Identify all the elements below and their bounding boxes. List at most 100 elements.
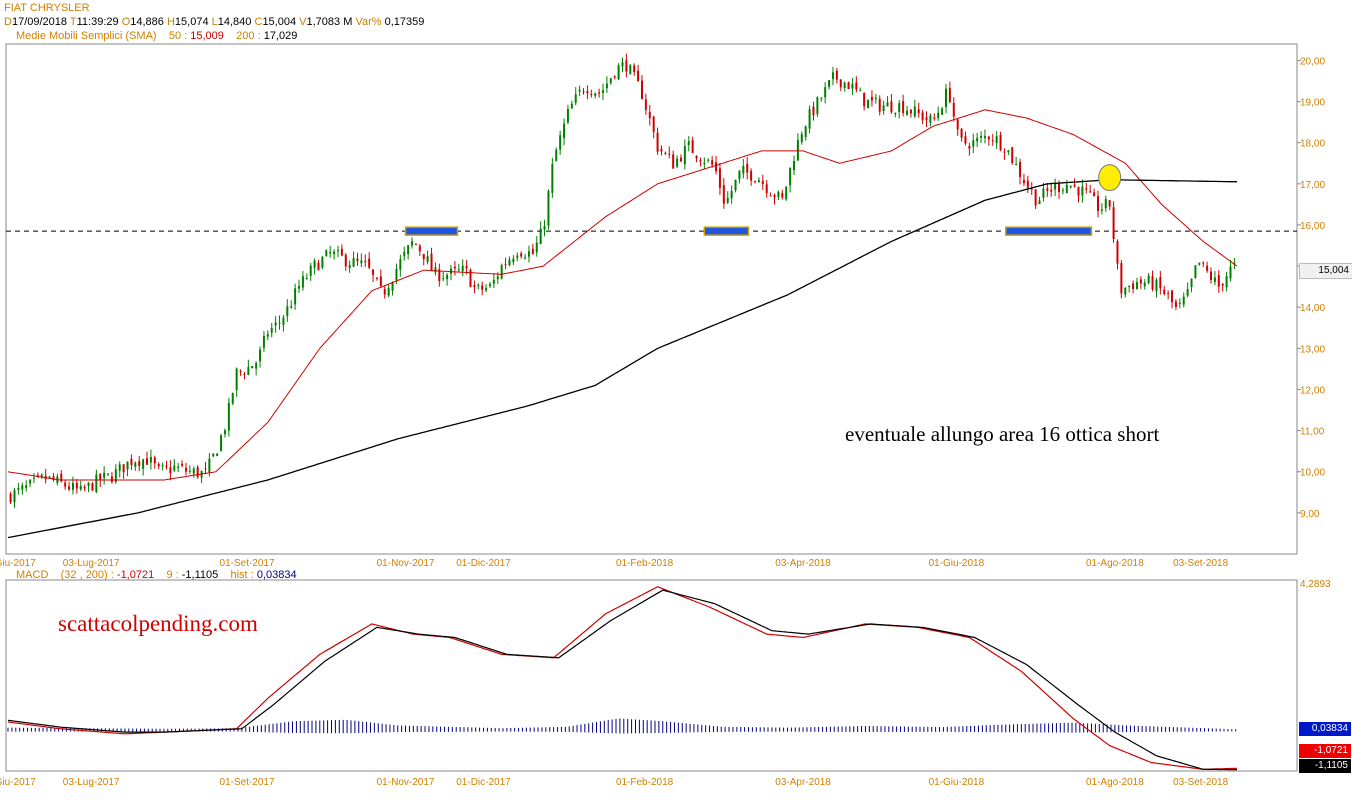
candle-body — [500, 265, 503, 279]
candle-body — [925, 117, 928, 120]
candle-body — [952, 102, 955, 117]
candle-body — [882, 105, 885, 112]
candle-body — [1139, 279, 1142, 284]
highlight-box — [404, 226, 459, 236]
candle-body — [878, 98, 881, 112]
candle-body — [1128, 286, 1131, 288]
candle-body — [372, 269, 375, 275]
signal-value-badge: -1,1105 — [1299, 759, 1351, 773]
candle-body — [742, 166, 745, 174]
candle-body — [672, 154, 675, 169]
candle-body — [469, 269, 472, 288]
close-key: C — [254, 16, 263, 28]
candle-body — [1206, 265, 1209, 271]
candle-body — [1054, 183, 1057, 190]
candle-body — [348, 265, 351, 269]
candle-body — [122, 464, 125, 473]
candle-body — [496, 276, 499, 280]
candle-body — [103, 472, 106, 478]
candle-body — [278, 322, 281, 324]
candle-body — [422, 253, 425, 260]
candle-body — [1058, 183, 1061, 193]
candle-body — [360, 260, 363, 264]
candle-body — [188, 470, 191, 472]
candle-body — [792, 161, 795, 171]
candle-body — [609, 78, 612, 83]
macd-params: (32 , 200) — [60, 569, 108, 581]
candle-body — [75, 482, 78, 489]
candle-body — [305, 277, 308, 279]
candle-body — [808, 109, 811, 129]
candle-body — [707, 159, 710, 161]
candle-body — [750, 170, 753, 181]
candle-body — [379, 276, 382, 287]
candle-body — [941, 108, 944, 115]
candle-body — [835, 70, 838, 80]
candle-body — [457, 269, 460, 271]
candle-body — [21, 485, 24, 490]
candle-body — [640, 80, 643, 99]
candle-body — [625, 60, 628, 72]
candle-body — [715, 162, 718, 172]
candle-body — [948, 88, 951, 103]
candle-body — [722, 185, 725, 204]
candle-body — [453, 266, 456, 269]
candle-body — [847, 82, 850, 89]
candle-body — [687, 141, 690, 146]
price-y-tick-label: 16,00 — [1300, 221, 1325, 232]
candle-body — [266, 334, 269, 337]
candle-body — [9, 493, 12, 503]
candle-body — [344, 254, 347, 267]
low-key: L — [211, 16, 218, 28]
candle-body — [99, 474, 102, 481]
candle-body — [765, 184, 768, 194]
sma50-line — [7, 109, 1238, 481]
candle-body — [29, 479, 32, 484]
sma-legend: Medie Mobili Semplici (SMA) 50 : 15,009 … — [16, 30, 297, 42]
candle-body — [711, 160, 714, 165]
candle-body — [32, 477, 35, 479]
candle-body — [317, 262, 320, 271]
candle-body — [828, 80, 831, 87]
candle-body — [898, 103, 901, 113]
candle-body — [789, 167, 792, 186]
candle-body — [983, 135, 986, 139]
candle-body — [1167, 293, 1170, 295]
candle-body — [555, 149, 558, 162]
price-y-tick-label: 13,00 — [1300, 344, 1325, 355]
candle-body — [477, 284, 480, 286]
candle-body — [110, 476, 113, 482]
candle-body — [438, 269, 441, 282]
candle-body — [621, 62, 624, 67]
candle-body — [777, 191, 780, 197]
candle-body — [738, 170, 741, 180]
candle-body — [1143, 282, 1146, 287]
candle-body — [204, 468, 207, 470]
macd-axis-top-label: 4,2893 — [1300, 579, 1331, 590]
candle-body — [859, 90, 862, 92]
candle-body — [504, 264, 507, 266]
candle-body — [754, 181, 757, 183]
candle-body — [1210, 271, 1213, 280]
candle-body — [1194, 265, 1197, 278]
candle-body — [95, 474, 98, 493]
candle-body — [286, 306, 289, 317]
candle-body — [843, 82, 846, 89]
candle-body — [321, 257, 324, 268]
macd-date-tick-label: 01-Nov-2017 — [377, 777, 435, 788]
candle-body — [391, 282, 394, 291]
candle-body — [173, 465, 176, 471]
open-value: 14,886 — [130, 16, 164, 28]
candle-body — [691, 140, 694, 154]
candle-body — [243, 373, 246, 375]
candle-body — [520, 253, 523, 257]
candle-body — [329, 251, 332, 254]
candle-body — [134, 462, 137, 467]
candle-body — [290, 306, 293, 308]
candle-body — [1003, 151, 1006, 153]
candle-body — [1174, 301, 1177, 307]
candle-body — [274, 322, 277, 326]
candle-body — [1225, 275, 1228, 288]
candle-body — [960, 128, 963, 138]
